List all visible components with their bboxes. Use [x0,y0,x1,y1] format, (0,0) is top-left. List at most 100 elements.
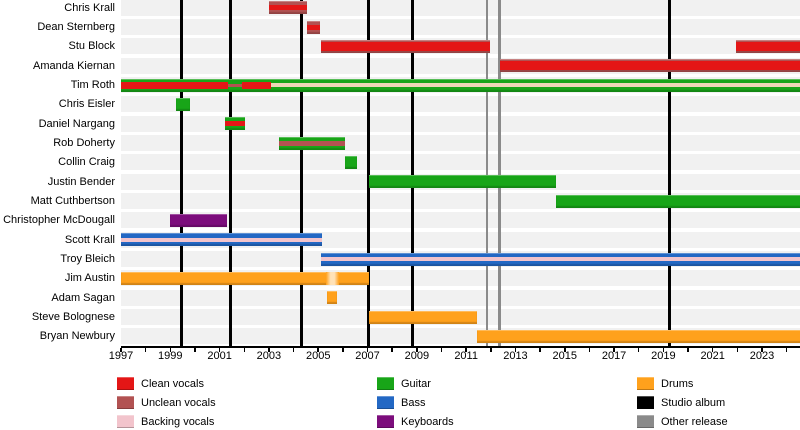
member-stripe-unclean [279,140,345,146]
x-axis-tick [391,347,393,352]
x-axis-tick [440,347,443,352]
legend-label: Backing vocals [141,415,215,428]
unclean-vocals-swatch-icon [117,396,134,409]
member-stripe-clean [242,81,271,89]
member-stripe-clean [735,41,800,51]
legend-label: Bass [401,396,426,409]
studio-album-line [229,0,233,346]
guitar-swatch-icon [377,377,394,390]
legend-item-bass: Bass [377,393,454,412]
studio-album-line [299,0,303,346]
x-axis-tick-label: 2013 [503,350,528,362]
other-release-line [498,0,501,346]
drums-swatch-icon [637,377,654,390]
x-axis-tick [761,347,763,352]
x-axis-tick-label: 2003 [256,350,282,362]
bass-swatch-icon [377,396,394,409]
x-axis-tick [687,347,689,352]
member-stripe-clean [307,24,320,30]
x-axis-tick [366,347,369,352]
x-axis-tick [268,347,270,352]
row-label: Daniel Nargang [38,117,115,130]
legend-column-strings: Guitar Bass Keyboards [377,374,454,430]
x-axis-tick-label: 1999 [158,350,183,362]
studio-album-swatch-icon [637,396,654,409]
member-bar-guitar [175,97,191,111]
member-bar-drums [121,271,370,285]
legend-item-keyboards: Keyboards [377,412,454,430]
legend-column-vocals: Clean vocals Unclean vocals Backing voca… [117,374,216,430]
row-band [121,96,800,113]
x-axis-tick [662,347,665,352]
x-axis-tick [243,347,246,352]
studio-album-line [411,0,415,346]
keyboards-swatch-icon [377,415,394,428]
x-axis-tick [120,347,122,352]
x-axis-tick-label: 2005 [305,350,331,362]
x-axis-tick-label: 2001 [207,350,232,362]
x-axis-tick-label: 2009 [404,350,430,362]
row-label: Chris Eisler [58,98,115,111]
x-axis-tick [218,347,221,352]
other-release-line [485,0,489,346]
x-axis-tick [194,347,196,352]
x-axis-tick [736,347,739,352]
row-band [121,19,800,36]
legend-label: Guitar [401,377,431,390]
x-axis-tick [613,347,615,352]
member-bar-keyboards [170,213,227,227]
row-band [121,135,800,152]
legend-item-clean-vocals: Clean vocals [117,374,216,393]
x-axis-tick-label: 2021 [700,350,725,362]
row-band [121,115,800,132]
member-stripe-clean [225,121,245,127]
legend-label: Unclean vocals [141,396,216,409]
member-bar-guitar [369,175,556,189]
x-axis-tick [539,347,541,352]
x-axis-tick [514,347,517,352]
member-stripe-clean [499,61,800,71]
legend-label: Other release [661,415,728,428]
studio-album-line [180,0,184,346]
row-label: Bryan Newbury [39,330,115,343]
row-band [121,0,800,16]
legend-label: Drums [661,377,694,390]
studio-album-line [366,0,370,346]
x-axis-tick [588,347,591,352]
x-axis-tick-label: 2011 [454,350,478,362]
legend-label: Keyboards [401,415,454,428]
row-label: Steve Bolognese [31,311,115,324]
row-label: Amanda Kiernan [33,59,115,72]
member-stripe-clean [268,5,308,11]
row-label: Matt Cuthbertson [30,195,115,208]
x-axis-tick [169,347,172,352]
backing-vocals-swatch-icon [117,415,134,428]
x-axis-line [121,345,800,348]
member-bar-drums [369,310,477,324]
x-axis-tick [144,347,147,352]
row-label: Dean Sternberg [37,21,115,34]
x-axis-tick-label: 2017 [601,350,627,362]
legend-item-backing-vocals: Backing vocals [117,412,216,430]
other-release-swatch-icon [637,415,654,428]
row-label: Adam Sagan [51,291,115,304]
x-axis-tick [416,347,418,352]
x-axis-tick-label: 1997 [108,350,134,362]
row-band [121,154,800,171]
legend-label: Clean vocals [141,377,204,390]
x-axis-tick [711,347,714,352]
x-axis-tick [465,347,467,352]
x-axis-tick-label: 2023 [749,350,775,362]
member-stripe-unclean [227,83,243,87]
legend-item-unclean-vocals: Unclean vocals [117,393,216,412]
member-stripe-backing_tan [270,83,800,88]
row-label: Justin Bender [47,175,115,188]
x-axis-tick-label: 2019 [651,350,676,362]
row-label: Stu Block [68,40,115,53]
clean-vocals-swatch-icon [117,377,134,390]
x-axis-tick-label: 2007 [355,350,380,362]
x-axis-tick [292,347,295,352]
legend-item-studio-album: Studio album [637,393,728,412]
legend: Clean vocals Unclean vocals Backing voca… [0,374,800,430]
member-stripe-clean [121,81,228,89]
